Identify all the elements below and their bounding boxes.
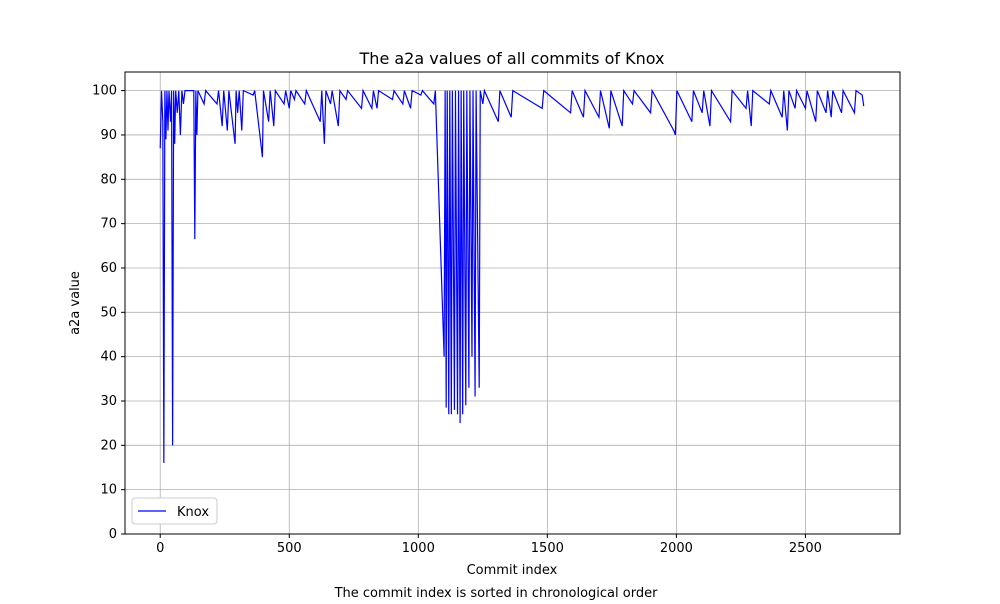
y-tick-label: 30 [100, 394, 117, 409]
y-tick-label: 0 [109, 527, 117, 542]
y-tick-label: 70 [100, 217, 117, 232]
chart-title: The a2a values of all commits of Knox [359, 49, 665, 68]
legend-box [131, 497, 218, 525]
x-tick-label: 2500 [789, 541, 822, 556]
y-tick-label: 20 [100, 438, 117, 453]
legend-label: Knox [177, 505, 209, 520]
y-tick-label: 60 [100, 261, 117, 276]
x-tick-label: 500 [277, 541, 302, 556]
y-tick-label: 100 [92, 84, 117, 99]
y-tick-label: 50 [100, 305, 117, 320]
axes-frame [124, 71, 901, 535]
x-tick-label: 1000 [402, 541, 435, 556]
y-tick-label: 80 [100, 172, 117, 187]
x-tick-label: 1500 [531, 541, 564, 556]
x-tick-label: 0 [156, 541, 164, 556]
y-tick-label: 40 [100, 350, 117, 365]
x-axis-label: Commit index [467, 563, 558, 578]
data-line [159, 88, 865, 464]
y-tick-label: 90 [100, 128, 117, 143]
y-tick-label: 10 [100, 483, 117, 498]
x-tick-label: 2000 [660, 541, 693, 556]
y-axis-label: a2a value [68, 271, 83, 335]
caption: The commit index is sorted in chronologi… [334, 586, 659, 600]
